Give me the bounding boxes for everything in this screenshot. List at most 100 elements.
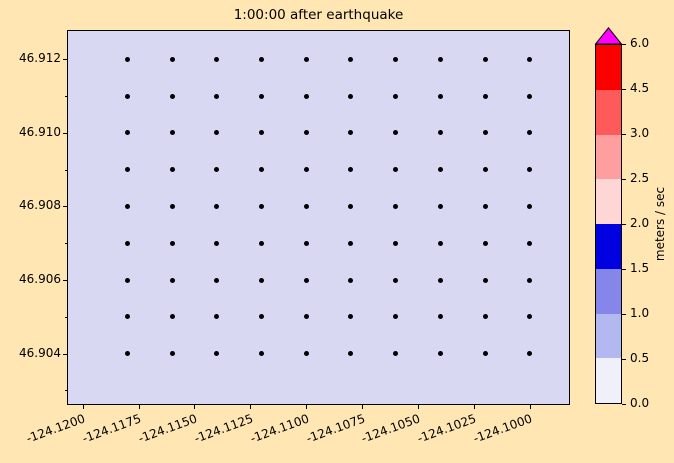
data-point [214,240,220,246]
data-point [437,167,443,173]
data-point [124,203,130,209]
y-tick-label: 46.906 [19,272,61,286]
y-minor-tick-mark [65,316,67,318]
data-point [437,351,443,357]
colorbar-segment [596,89,621,135]
data-point [258,351,264,357]
data-point [258,56,264,62]
y-tick-label: 46.912 [19,51,61,66]
data-point [124,56,130,62]
data-point [437,93,443,99]
chart-title: 1:00:00 after earthquake [233,7,404,23]
colorbar-tick-label: 2.5 [630,171,650,185]
data-point [527,56,533,62]
data-point [393,314,399,320]
data-point [169,130,175,136]
y-minor-tick-mark [65,96,67,98]
data-point [348,203,354,209]
data-point [527,167,533,173]
data-point [169,240,175,246]
data-point [214,167,220,173]
data-point [303,167,309,173]
x-tick-mark [529,405,531,409]
colorbar-segment [596,224,621,269]
data-point [348,351,354,357]
colorbar [595,44,622,404]
data-point [124,351,130,357]
data-point [124,314,130,320]
data-point [393,240,399,246]
colorbar-tick-label: 2.0 [630,216,650,230]
y-tick-mark [63,353,67,355]
data-point [258,277,264,283]
y-tick-mark [63,132,67,134]
x-tick-label: -124.1075 [303,411,367,446]
data-point [527,130,533,136]
colorbar-segment [596,358,621,403]
x-tick-label: -124.1175 [80,411,143,446]
colorbar-tick-mark [622,223,626,225]
data-point [482,56,488,62]
data-point [258,240,264,246]
colorbar-segment [596,45,621,90]
data-point [348,93,354,99]
data-point [482,167,488,173]
x-tick-label: -124.1025 [415,411,479,446]
x-tick-label: -124.1100 [247,411,311,446]
data-point [169,351,175,357]
data-point [527,240,533,246]
data-point [482,93,488,99]
colorbar-tick-label: 0.0 [630,396,650,410]
y-minor-tick-mark [65,169,67,171]
y-tick-mark [63,59,67,61]
data-point [348,277,354,283]
data-point [303,351,309,357]
y-tick-label: 46.904 [19,345,61,360]
data-point [393,93,399,99]
data-point [437,56,443,62]
x-tick-mark [362,405,364,409]
data-point [482,314,488,320]
data-point [437,277,443,283]
data-point [393,167,399,173]
x-tick-label: -124.1000 [471,411,535,446]
colorbar-tick-label: 4.5 [630,81,650,95]
data-point [437,130,443,136]
colorbar-tick-label: 1.0 [630,306,650,320]
data-point [124,167,130,173]
data-point [482,240,488,246]
data-point [258,314,264,320]
x-tick-mark [138,405,140,409]
y-minor-tick-mark [65,243,67,245]
x-tick-mark [250,405,252,409]
data-point [258,203,264,209]
data-point [482,351,488,357]
data-point [214,314,220,320]
x-tick-mark [473,405,475,409]
data-point [303,314,309,320]
data-point [393,56,399,62]
data-point [437,314,443,320]
colorbar-segment [596,134,621,180]
data-point [169,314,175,320]
x-tick-label: -124.1050 [359,411,423,446]
data-point [437,240,443,246]
colorbar-tick-mark [622,88,626,90]
data-point [393,130,399,136]
x-tick-label: -124.1200 [24,411,88,446]
colorbar-segment [596,313,621,359]
x-tick-label: -124.1150 [136,411,199,446]
data-point [214,130,220,136]
data-point [214,56,220,62]
data-point [169,277,175,283]
data-point [303,203,309,209]
data-point [527,314,533,320]
data-point [214,277,220,283]
x-tick-label: -124.1125 [192,411,255,446]
data-point [482,130,488,136]
x-tick-mark [306,405,308,409]
colorbar-axis-label: meters / sec [653,186,667,262]
data-point [303,56,309,62]
data-point [303,277,309,283]
y-tick-mark [63,280,67,281]
